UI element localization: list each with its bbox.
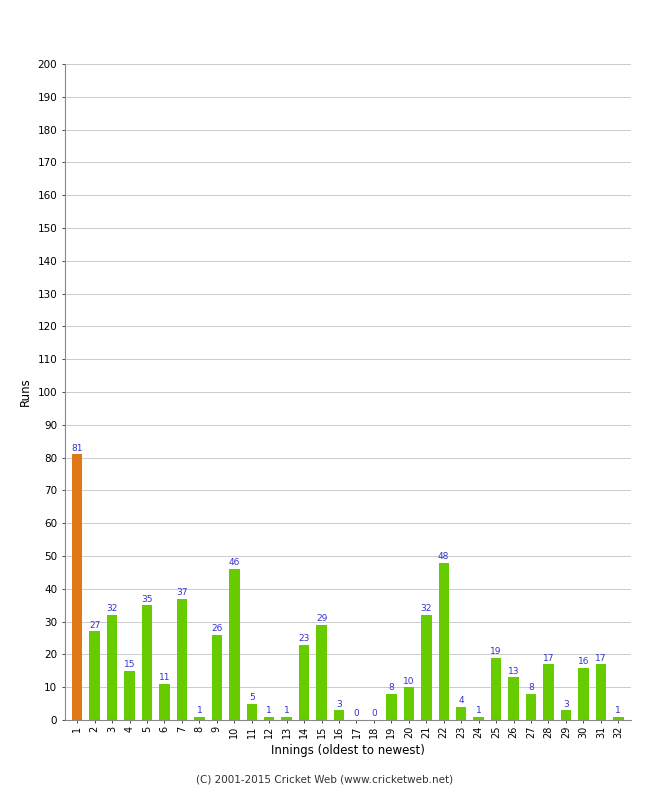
Text: 19: 19	[490, 647, 502, 656]
Text: 3: 3	[336, 699, 342, 709]
Bar	[90, 631, 100, 720]
Text: (C) 2001-2015 Cricket Web (www.cricketweb.net): (C) 2001-2015 Cricket Web (www.cricketwe…	[196, 774, 454, 784]
Bar	[543, 664, 554, 720]
Bar	[421, 615, 432, 720]
Bar	[317, 625, 327, 720]
Bar	[595, 664, 606, 720]
Text: 26: 26	[211, 624, 222, 633]
Text: 81: 81	[72, 444, 83, 453]
Bar	[561, 710, 571, 720]
Text: 4: 4	[458, 696, 464, 706]
Bar	[72, 454, 83, 720]
Text: 0: 0	[371, 710, 377, 718]
Bar	[578, 667, 589, 720]
Bar	[246, 704, 257, 720]
Y-axis label: Runs: Runs	[19, 378, 32, 406]
Text: 32: 32	[107, 605, 118, 614]
Text: 35: 35	[141, 594, 153, 603]
Text: 3: 3	[563, 699, 569, 709]
Text: 1: 1	[284, 706, 289, 715]
Text: 16: 16	[578, 657, 589, 666]
Bar	[386, 694, 396, 720]
Text: 1: 1	[196, 706, 202, 715]
Text: 17: 17	[595, 654, 606, 662]
Bar	[491, 658, 501, 720]
Bar	[107, 615, 118, 720]
Bar	[159, 684, 170, 720]
Bar	[404, 687, 414, 720]
Text: 29: 29	[316, 614, 327, 623]
Bar	[473, 717, 484, 720]
Text: 17: 17	[543, 654, 554, 662]
Bar	[299, 645, 309, 720]
Text: 8: 8	[528, 683, 534, 692]
Bar	[177, 598, 187, 720]
Bar	[124, 670, 135, 720]
Text: 37: 37	[176, 588, 188, 597]
Bar	[439, 562, 449, 720]
Text: 1: 1	[476, 706, 482, 715]
Bar	[281, 717, 292, 720]
Bar	[508, 678, 519, 720]
Bar	[229, 569, 240, 720]
Text: 1: 1	[616, 706, 621, 715]
X-axis label: Innings (oldest to newest): Innings (oldest to newest)	[271, 744, 424, 757]
Text: 48: 48	[438, 552, 449, 561]
Bar	[142, 605, 152, 720]
Text: 1: 1	[266, 706, 272, 715]
Bar	[194, 717, 205, 720]
Text: 15: 15	[124, 660, 135, 669]
Text: 11: 11	[159, 674, 170, 682]
Text: 23: 23	[298, 634, 310, 643]
Text: 46: 46	[229, 558, 240, 567]
Bar	[264, 717, 274, 720]
Text: 13: 13	[508, 666, 519, 676]
Text: 5: 5	[249, 693, 255, 702]
Text: 32: 32	[421, 605, 432, 614]
Text: 8: 8	[389, 683, 395, 692]
Bar	[456, 707, 467, 720]
Bar	[613, 717, 623, 720]
Text: 0: 0	[354, 710, 359, 718]
Bar	[526, 694, 536, 720]
Text: 10: 10	[403, 677, 415, 686]
Bar	[334, 710, 345, 720]
Bar	[212, 634, 222, 720]
Text: 27: 27	[89, 621, 100, 630]
